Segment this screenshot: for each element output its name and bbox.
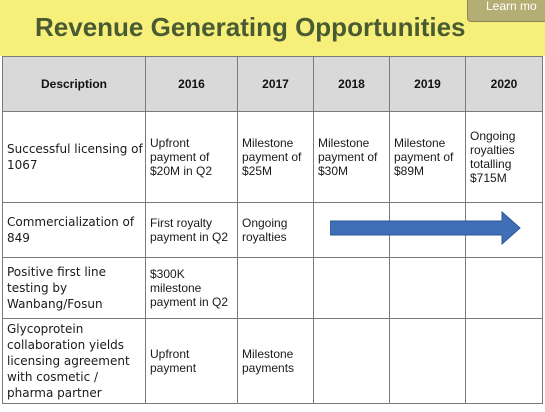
learn-more-button[interactable]: Learn mo	[467, 0, 545, 22]
table-header-row: Description 2016 2017 2018 2019 2020	[2, 56, 543, 112]
row-description: Successful licensing of 1067	[2, 111, 146, 203]
header-2020: 2020	[465, 56, 543, 112]
revenue-table: Description 2016 2017 2018 2019 2020 Suc…	[2, 56, 543, 404]
table-cell: Upfront payment	[145, 318, 238, 404]
slide-title: Revenue Generating Opportunities	[35, 12, 466, 42]
title-band	[0, 0, 545, 56]
table-row: Positive first line testing by Wanbang/F…	[2, 257, 543, 319]
table-cell: $300K milestone payment in Q2	[145, 257, 238, 319]
table-cell: Ongoing royalties totalling $715M	[465, 111, 543, 203]
header-2018: 2018	[313, 56, 390, 112]
table-cell: Milestone payment of $89M	[389, 111, 466, 203]
table-cell: Ongoing royalties	[237, 202, 314, 258]
table-cell: First royalty payment in Q2	[145, 202, 238, 258]
header-2016: 2016	[145, 56, 238, 112]
table-cell	[389, 257, 466, 319]
table-cell: Milestone payment of $30M	[313, 111, 390, 203]
table-cell: Milestone payment of $25M	[237, 111, 314, 203]
table-cell	[389, 318, 466, 404]
table-cell	[313, 318, 390, 404]
row-description: Glycoprotein collaboration yields licens…	[2, 318, 146, 404]
table-cell	[313, 257, 390, 319]
table-cell: Milestone payments	[237, 318, 314, 404]
row-description: Positive first line testing by Wanbang/F…	[2, 257, 146, 319]
table-cell: Upfront payment of $20M in Q2	[145, 111, 238, 203]
header-description: Description	[2, 56, 146, 112]
table-row: Glycoprotein collaboration yields licens…	[2, 318, 543, 404]
header-2019: 2019	[389, 56, 466, 112]
header-2017: 2017	[237, 56, 314, 112]
table-cell	[237, 257, 314, 319]
arrow-shape	[330, 211, 521, 245]
table-cell	[465, 257, 543, 319]
table-cell	[465, 318, 543, 404]
table-row: Successful licensing of 1067 Upfront pay…	[2, 111, 543, 203]
right-arrow-icon	[330, 211, 521, 245]
row-description: Commercialization of 849	[2, 202, 146, 258]
